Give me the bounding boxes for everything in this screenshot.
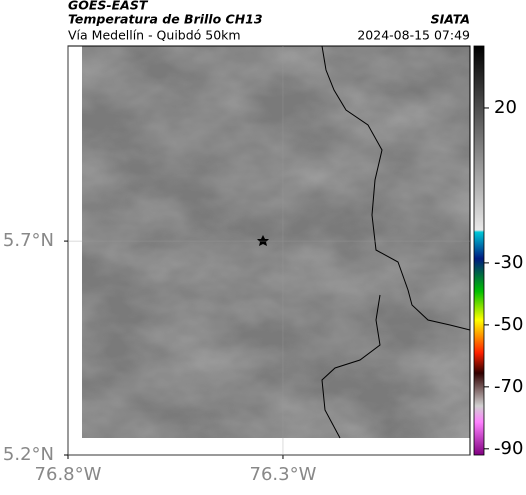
colorbar-tick-label: 20 bbox=[494, 97, 517, 118]
route: Vía Medellín - Quibdó 50km bbox=[68, 28, 241, 43]
y-tick-label: 5.7°N bbox=[3, 230, 54, 251]
product: GOES-EAST bbox=[68, 0, 149, 13]
title: Temperatura de Brillo CH13 bbox=[68, 12, 263, 27]
timestamp: 2024-08-15 07:49 bbox=[357, 28, 470, 43]
colorbar-tick-label: -70 bbox=[494, 376, 523, 397]
colorbar bbox=[473, 45, 485, 456]
x-tick-label: 76.8°W bbox=[35, 464, 102, 485]
colorbar-tick-label: -30 bbox=[494, 252, 523, 273]
map-image bbox=[82, 45, 471, 439]
y-tick-label: 5.2°N bbox=[3, 444, 54, 465]
colorbar-tick-label: -50 bbox=[494, 314, 523, 335]
x-tick-label: 76.3°W bbox=[250, 464, 317, 485]
colorbar-tick-label: -90 bbox=[494, 438, 523, 459]
source: SIATA bbox=[431, 12, 470, 27]
